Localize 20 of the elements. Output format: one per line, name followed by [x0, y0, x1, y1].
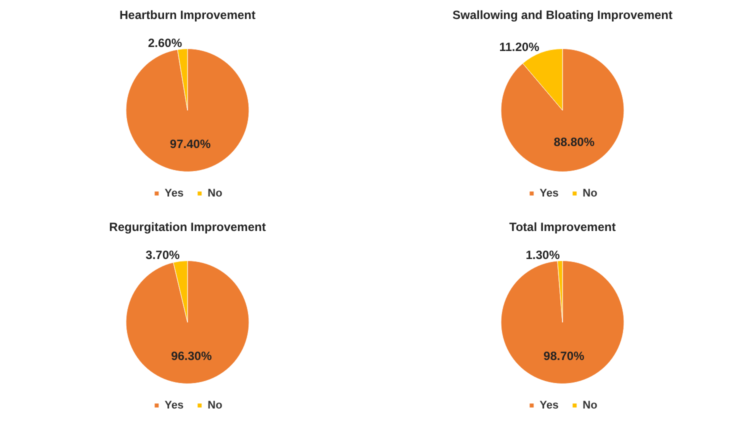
- data-label: 97.40%: [170, 136, 211, 151]
- chart-title: Total Improvement: [509, 220, 616, 234]
- legend-label: Yes: [164, 188, 184, 200]
- data-label: 3.70%: [146, 248, 180, 262]
- legend-label: No: [208, 400, 223, 412]
- legend-label: No: [582, 400, 598, 412]
- data-label: 98.70%: [544, 348, 585, 363]
- legend-label: No: [208, 188, 223, 200]
- legend-label: Yes: [540, 400, 559, 412]
- legend-label: Yes: [540, 188, 559, 200]
- data-label: 88.80%: [554, 134, 595, 149]
- legend-label: Yes: [164, 400, 184, 412]
- chart-title: Regurgitation Improvement: [109, 220, 266, 234]
- legend-label: No: [582, 188, 598, 200]
- chart-title: Swallowing and Bloating Improvement: [452, 8, 673, 22]
- data-label: 2.60%: [148, 36, 182, 50]
- chart-title: Heartburn Improvement: [119, 8, 256, 22]
- data-label: 96.30%: [171, 348, 212, 363]
- data-label: 11.20%: [499, 40, 540, 54]
- data-label: 1.30%: [526, 248, 560, 262]
